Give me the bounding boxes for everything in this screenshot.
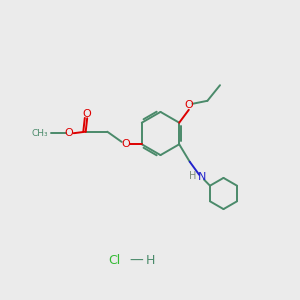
Text: CH₃: CH₃: [32, 129, 48, 138]
Text: —: —: [130, 254, 143, 268]
Text: H: H: [189, 171, 196, 182]
Text: O: O: [65, 128, 74, 138]
Text: H: H: [145, 254, 155, 268]
Text: O: O: [83, 109, 92, 119]
Text: O: O: [121, 139, 130, 149]
Text: O: O: [184, 100, 193, 110]
Text: Cl: Cl: [108, 254, 120, 268]
Text: N: N: [197, 172, 206, 182]
